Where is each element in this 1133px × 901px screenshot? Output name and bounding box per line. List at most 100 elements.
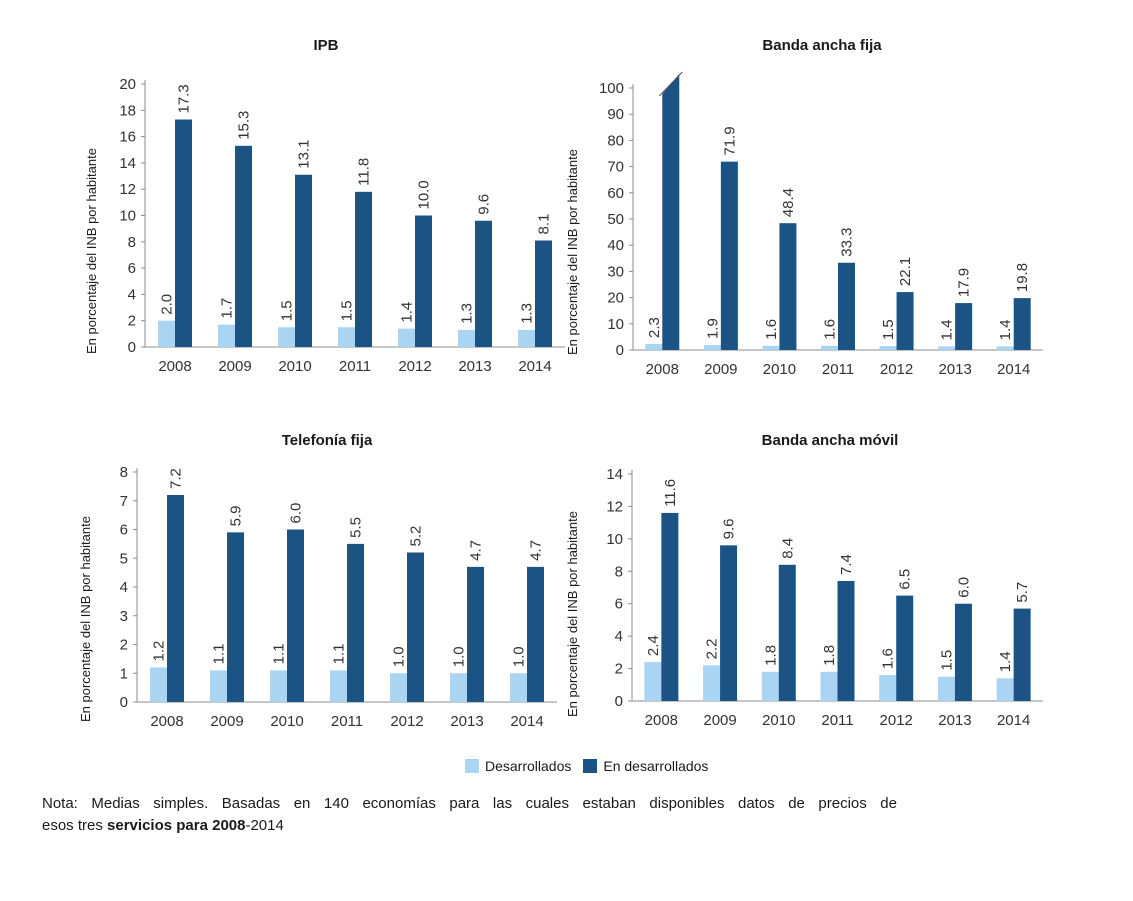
bar-developed — [761, 671, 779, 701]
x-tick-label: 2013 — [458, 358, 491, 375]
bar-developed — [879, 675, 897, 701]
bar-developed — [210, 670, 227, 702]
x-tick-label: 2013 — [938, 361, 971, 378]
bar-developed — [450, 673, 467, 702]
y-tick-label: 70 — [607, 159, 624, 176]
data-label: 5.2 — [408, 526, 425, 547]
bar-developed — [879, 346, 897, 350]
legend-item-developed: Desarrollados — [465, 758, 571, 774]
data-label: 2.0 — [159, 294, 176, 315]
data-label: 8.1 — [536, 214, 553, 235]
bar-developed — [390, 673, 407, 702]
data-label: 10.0 — [416, 180, 433, 209]
bar-developing — [955, 303, 973, 350]
data-label: 1.8 — [762, 645, 779, 666]
y-tick-label: 12 — [119, 181, 136, 198]
legend-swatch-developed — [465, 759, 479, 773]
data-label: 1.5 — [938, 650, 955, 671]
y-tick-label: 80 — [607, 132, 624, 149]
y-tick-label: 2 — [128, 313, 136, 330]
bar-developed — [996, 678, 1014, 701]
bar-developed — [270, 670, 287, 702]
y-tick-label: 20 — [119, 76, 136, 93]
x-tick-label: 2010 — [278, 358, 311, 375]
chart-title: IPB — [313, 37, 339, 54]
y-tick-label: 2 — [120, 637, 128, 654]
data-label: 6.0 — [955, 577, 972, 598]
data-label: 1.5 — [339, 300, 356, 321]
data-label: 5.5 — [348, 517, 365, 538]
y-tick-label: 0 — [120, 694, 128, 711]
x-tick-label: 2014 — [997, 361, 1030, 378]
legend-label-developed: Desarrollados — [485, 758, 572, 774]
chart-svg-banda-ancha-fija: 0 10 20 30 40 50 60 70 80 90 100 2008 2.3 2009 1.9 71.9… — [599, 71, 1043, 378]
data-label: 6.5 — [897, 569, 914, 590]
data-label: 1.9 — [704, 318, 721, 339]
data-label: 17.3 — [176, 84, 193, 113]
legend-item-developing: En desarrollados — [583, 758, 708, 774]
y-tick-label: 40 — [607, 237, 624, 254]
bar-developing-broken — [662, 74, 680, 350]
bar-developing — [838, 262, 855, 350]
bar-developed — [644, 662, 662, 701]
y-tick-label: 90 — [607, 106, 624, 123]
y-tick-label: 18 — [119, 102, 136, 119]
bar-developed — [458, 329, 475, 347]
data-label: 7.2 — [168, 468, 185, 489]
bar-developing — [720, 161, 738, 350]
data-label: 4.7 — [528, 540, 545, 561]
x-tick-label: 2014 — [997, 712, 1030, 729]
data-label: 48.4 — [780, 188, 797, 217]
bar-developing — [954, 603, 972, 701]
bar-developed — [158, 320, 175, 347]
data-label: 1.5 — [279, 300, 296, 321]
y-tick-label: 10 — [606, 531, 623, 548]
y-tick-label: 5 — [120, 550, 128, 567]
data-label: 1.4 — [997, 319, 1014, 340]
y-tick-label: 60 — [607, 185, 624, 202]
bar-developed — [150, 667, 167, 702]
bar-developed — [510, 673, 527, 702]
footnote-line-2-start: esos tres — [42, 817, 108, 834]
data-label: 1.5 — [880, 319, 897, 340]
y-tick-label: 0 — [615, 693, 623, 710]
x-tick-label: 2010 — [270, 713, 303, 730]
bar-developing — [720, 545, 738, 701]
data-label: 5.9 — [228, 506, 245, 527]
data-label: 2.3 — [646, 317, 663, 338]
data-label: 6.0 — [288, 503, 305, 524]
bar-developing — [415, 215, 432, 347]
bar-developing — [467, 566, 484, 702]
chart-svg-banda-ancha-movil: 0 2 4 6 8 10 12 14 2008 2.4 11.6 2009 2.2 9.6 2010 1.8 8… — [606, 466, 1043, 729]
y-tick-label: 20 — [607, 290, 624, 307]
bar-developed — [821, 345, 838, 350]
bar-developed — [762, 345, 780, 350]
bar-developing — [175, 119, 192, 347]
bar-developing — [779, 223, 797, 350]
bar-developing — [355, 191, 372, 347]
footnote-line-2-bold: servicios para 2008 — [107, 817, 246, 834]
data-label: 2.2 — [704, 638, 721, 659]
y-tick-label: 0 — [128, 339, 136, 356]
x-tick-label: 2011 — [822, 361, 854, 378]
x-tick-label: 2010 — [763, 361, 796, 378]
data-label: 1.7 — [219, 298, 236, 319]
bar-developing — [896, 595, 914, 701]
chart-panel-ipb: IPB En porcentaje del INB por habitante … — [0, 0, 570, 390]
bar-developing — [535, 240, 552, 347]
data-label: 8.4 — [779, 538, 796, 559]
x-tick-label: 2011 — [331, 713, 363, 730]
y-tick-label: 4 — [615, 628, 623, 645]
bar-developing — [527, 566, 544, 702]
data-label: 1.2 — [151, 641, 168, 662]
data-label: 1.1 — [211, 644, 228, 665]
y-tick-label: 4 — [120, 579, 128, 596]
footnote-line-2-end: -2014 — [245, 817, 284, 834]
data-label: 1.0 — [451, 646, 468, 667]
bar-developed — [937, 676, 955, 701]
data-label: 2.4 — [645, 635, 662, 656]
data-label: 4.7 — [468, 540, 485, 561]
data-label: 11.6 — [662, 479, 679, 507]
bar-developed — [330, 670, 347, 702]
bar-developing — [167, 495, 184, 702]
